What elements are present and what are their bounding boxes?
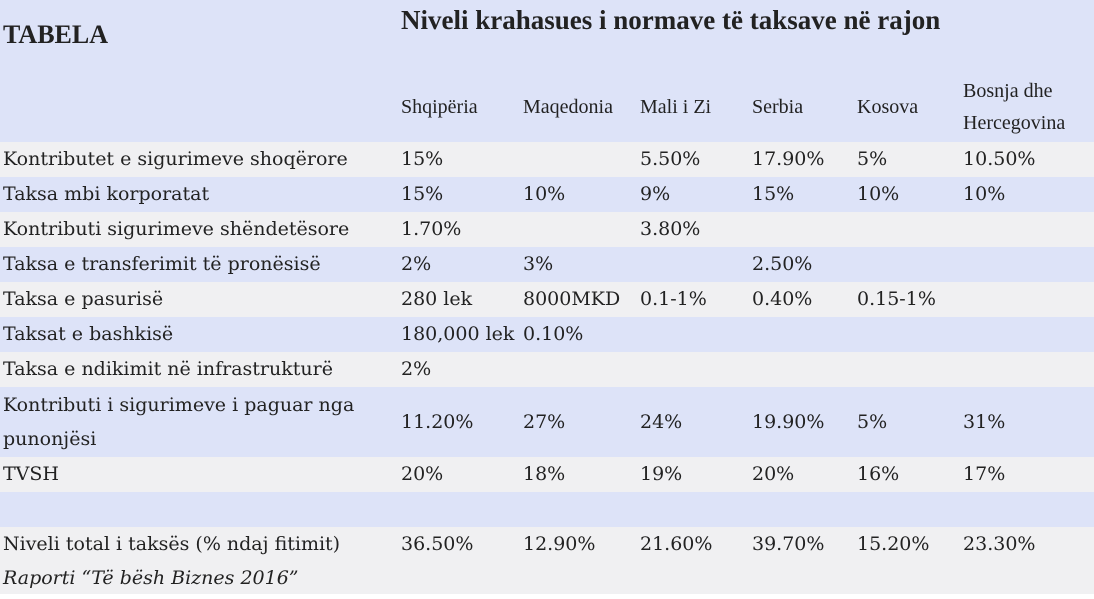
table-cell: 9% [640,183,671,205]
table-row: Taksa e transferimit të pronësisë 2% 3% … [0,247,1094,282]
total-row: Niveli total i taksës (% ndaj fitimit) 3… [0,527,1094,562]
table-cell [854,317,960,352]
table-cell: 0.10% [523,323,584,345]
table-cell: 15.20% [857,533,930,555]
table-cell [520,352,637,387]
table-cell: 31% [963,410,1006,433]
row-label: Taksa mbi korporatat [3,183,210,205]
table-cell [749,492,854,527]
table-cell: 2.50% [752,253,813,275]
row-label: Kontributi sigurimeve shëndetësore [3,218,350,240]
table-row: Taksat e bashkisë 180,000 lek 0.10% [0,317,1094,352]
table-cell: 20% [401,463,444,485]
table-cell [854,352,960,387]
table-cell [960,492,1094,527]
table-cell: 18% [523,463,566,485]
table-cell: 17.90% [752,148,825,170]
table-cell [637,247,749,282]
row-label: Taksat e bashkisë [3,323,174,345]
table-cell: 0.1-1% [640,288,707,310]
table-cell: 15% [401,148,444,170]
table-cell: 24% [640,410,683,433]
table-cell: 15% [752,183,795,205]
column-header: Serbia [752,96,804,118]
table-cell: 8000MKD [523,288,621,310]
table-cell: 19.90% [752,410,825,433]
table-title: Niveli krahasues i normave të taksave në… [401,5,941,35]
table-cell: 1.70% [401,218,462,240]
column-header: Kosova [857,96,919,118]
table-cell [637,352,749,387]
table-cell: 2% [401,358,432,380]
table-cell [637,492,749,527]
row-label: Niveli total i taksës (% ndaj fitimit) [3,533,341,555]
table-cell [749,352,854,387]
table-cell: 39.70% [752,533,825,555]
table-cell: 10% [963,183,1006,205]
column-header: Shqipëria [401,96,478,118]
table-cell [520,142,637,177]
table-row: Taksa e pasurisë 280 lek 8000MKD 0.1-1% … [0,282,1094,317]
table-cell: 16% [857,463,900,485]
table-row: Taksa mbi korporatat 15% 10% 9% 15% 10% … [0,177,1094,212]
table-cell [854,492,960,527]
table-cell: 36.50% [401,533,474,555]
table-row [0,492,1094,527]
row-label: Taksa e ndikimit në infrastrukturë [3,358,333,380]
table-cell: 15% [401,183,444,205]
table-cell: 10% [857,183,900,205]
row-label: Taksa e pasurisë [3,288,164,310]
table-cell: 3.80% [640,218,701,240]
row-label: Kontributi i sigurimeve i paguar nga pun… [3,394,355,450]
table-cell: 0.15-1% [857,288,936,310]
table-cell: 12.90% [523,533,596,555]
table-cell: 23.30% [963,533,1036,555]
row-label [0,492,398,527]
table-cell [960,212,1094,247]
table-cell: 280 lek [401,288,473,310]
table-cell [520,212,637,247]
row-label: Kontributet e sigurimeve shoqërore [3,148,348,170]
table-cell: 180,000 lek [401,323,515,345]
table-cell: 11.20% [401,410,474,433]
table-cell: 19% [640,463,683,485]
table-cell [520,492,637,527]
table-cell: 10.50% [963,148,1036,170]
table-cell [749,317,854,352]
table-cell [854,247,960,282]
table-cell: 27% [523,410,566,433]
table-cell: 17% [963,463,1006,485]
source-note: Raporti “Të bësh Biznes 2016” [3,567,299,589]
table-row: Kontributi sigurimeve shëndetësore 1.70%… [0,212,1094,247]
row-label: TVSH [3,463,59,485]
table-cell: 10% [523,183,566,205]
table-row: Kontributi i sigurimeve i paguar nga pun… [0,387,1094,457]
table-cell: 0.40% [752,288,813,310]
table-cell [749,212,854,247]
table-cell: 5% [857,410,888,433]
table-label: TABELA [3,20,108,49]
table-cell [960,282,1094,317]
column-header: Bosnja dhe Hercegovina [963,80,1066,134]
row-label: Taksa e transferimit të pronësisë [3,253,321,275]
table-cell [960,352,1094,387]
table-cell: 5.50% [640,148,701,170]
table-cell: 2% [401,253,432,275]
table-cell: 3% [523,253,554,275]
column-header: Mali i Zi [640,96,712,118]
table-cell [854,212,960,247]
table-row: Kontributet e sigurimeve shoqërore 15% 5… [0,142,1094,177]
table-cell [398,492,520,527]
table-cell [637,317,749,352]
table-row: Taksa e ndikimit në infrastrukturë 2% [0,352,1094,387]
table-cell: 20% [752,463,795,485]
column-header: Maqedonia [523,96,613,118]
source-row: Raporti “Të bësh Biznes 2016” [0,562,1094,594]
table-cell: 21.60% [640,533,713,555]
table-cell [960,247,1094,282]
table-cell [960,317,1094,352]
table-cell: 5% [857,148,888,170]
table-row: TVSH 20% 18% 19% 20% 16% 17% [0,457,1094,492]
